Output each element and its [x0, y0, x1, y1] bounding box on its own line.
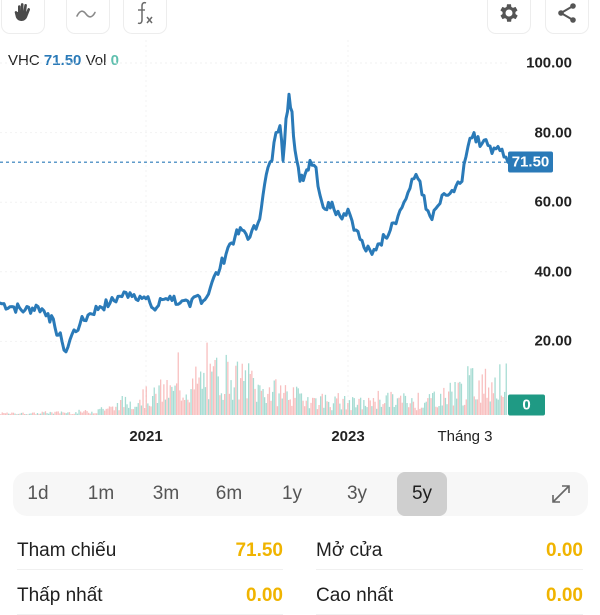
chart-toolbar — [0, 0, 600, 36]
vol-label: Vol — [85, 52, 107, 69]
x-label-2021: 2021 — [129, 428, 163, 445]
legend-vol: 0 — [110, 52, 119, 69]
symbol: VHC — [8, 52, 40, 69]
hand-icon — [14, 3, 31, 22]
x-label-2023: 2023 — [331, 428, 365, 445]
y-tick-label: 100.00 — [526, 54, 572, 72]
stat-label: Cao nhất — [316, 584, 394, 606]
stat-open: Mở cửa 0.00 — [316, 532, 583, 570]
x-label-month: Tháng 3 — [437, 428, 493, 445]
hand-tool-button[interactable] — [1, 0, 45, 34]
stat-label: Mở cửa — [316, 539, 383, 561]
stat-value: 0.00 — [246, 584, 283, 606]
range-3m[interactable]: 3m — [152, 483, 180, 504]
stat-label: Thấp nhất — [17, 584, 103, 606]
y-tick-label: 80.00 — [534, 124, 572, 142]
y-tick-label: 20.00 — [534, 332, 572, 350]
range-selector: 1d 1m 3m 6m 1y 3y 5y — [13, 472, 588, 516]
share-button[interactable] — [545, 0, 589, 34]
share-icon — [558, 3, 576, 23]
wave-icon — [76, 10, 96, 18]
price-chart[interactable] — [0, 0, 600, 460]
stat-label: Tham chiếu — [17, 539, 117, 561]
expand-button[interactable] — [548, 481, 574, 507]
range-6m[interactable]: 6m — [215, 483, 243, 504]
stat-low: Thấp nhất 0.00 — [17, 577, 283, 615]
gear-icon — [500, 4, 518, 22]
chart-legend: VHC 71.50 Vol 0 — [8, 52, 119, 69]
y-tick-label: 40.00 — [534, 263, 572, 281]
range-5y[interactable]: 5y — [397, 472, 447, 516]
stat-value: 0.00 — [546, 584, 583, 606]
current-volume-badge: 0 — [508, 394, 545, 416]
function-icon — [137, 1, 153, 25]
indicator-tool-button[interactable] — [123, 0, 167, 34]
range-1m[interactable]: 1m — [87, 483, 115, 504]
stat-value: 71.50 — [235, 539, 283, 561]
range-3y[interactable]: 3y — [346, 483, 368, 504]
expand-icon — [552, 485, 570, 503]
range-1d[interactable]: 1d — [27, 483, 49, 504]
legend-price: 71.50 — [43, 52, 82, 69]
current-price-badge: 71.50 — [508, 151, 553, 173]
settings-button[interactable] — [487, 0, 531, 34]
stat-value: 0.00 — [546, 539, 583, 561]
volume-bars — [0, 342, 507, 415]
drawing-tool-button[interactable] — [66, 0, 110, 34]
range-1y[interactable]: 1y — [281, 483, 303, 504]
price-line — [0, 92, 510, 354]
stat-high: Cao nhất 0.00 — [316, 577, 583, 615]
stat-reference: Tham chiếu 71.50 — [17, 532, 283, 570]
y-tick-label: 60.00 — [534, 193, 572, 211]
